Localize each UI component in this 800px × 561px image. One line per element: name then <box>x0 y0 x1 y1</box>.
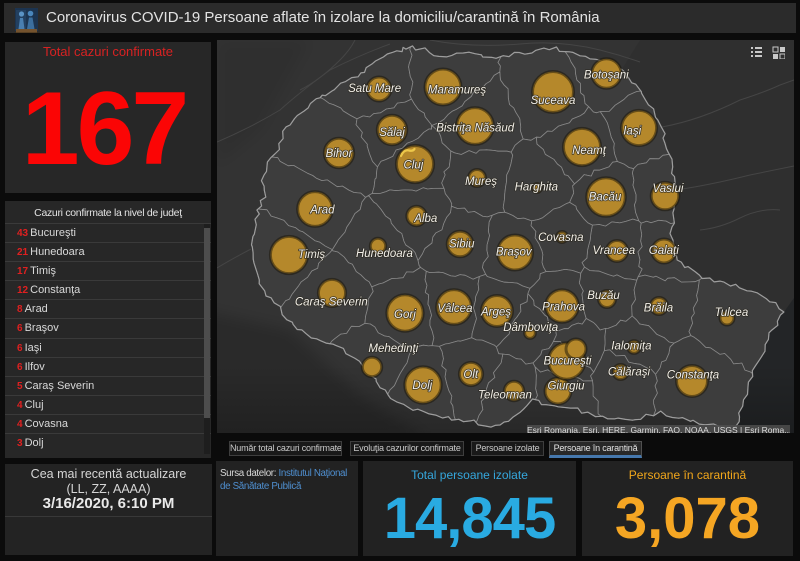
svg-text:Hunedoara: Hunedoara <box>356 248 413 260</box>
svg-text:Teleorman: Teleorman <box>478 390 532 402</box>
svg-text:Cluj: Cluj <box>403 159 423 171</box>
svg-text:Iaşi: Iaşi <box>623 125 641 137</box>
svg-text:Sălaj: Sălaj <box>379 127 405 139</box>
svg-text:Caraş Severin: Caraş Severin <box>295 297 368 309</box>
svg-text:Neamţ: Neamţ <box>572 145 607 157</box>
svg-text:Bucureşti: Bucureşti <box>544 356 592 368</box>
svg-text:Timiş: Timiş <box>298 249 326 261</box>
svg-text:Tulcea: Tulcea <box>715 307 749 319</box>
svg-text:Covasna: Covasna <box>538 232 583 244</box>
svg-text:Mehedinţi: Mehedinţi <box>368 343 418 355</box>
svg-text:Dolj: Dolj <box>412 380 432 392</box>
svg-text:Prahova: Prahova <box>542 302 585 314</box>
svg-text:Galaţi: Galaţi <box>649 245 679 257</box>
svg-text:Argeş: Argeş <box>480 306 511 318</box>
svg-text:Bihor: Bihor <box>326 148 354 160</box>
svg-text:Suceava: Suceava <box>531 95 576 107</box>
svg-text:Buzău: Buzău <box>587 290 620 302</box>
svg-text:Vrancea: Vrancea <box>592 245 635 257</box>
svg-text:Dâmboviţa: Dâmboviţa <box>503 322 558 334</box>
svg-text:Arad: Arad <box>309 204 335 216</box>
svg-text:Sibiu: Sibiu <box>449 239 475 251</box>
svg-text:Satu Mare: Satu Mare <box>348 83 401 95</box>
svg-text:Braşov: Braşov <box>496 246 533 258</box>
svg-text:Bacău: Bacău <box>589 191 622 203</box>
svg-text:Brăila: Brăila <box>644 303 673 315</box>
svg-text:Alba: Alba <box>413 213 437 225</box>
svg-text:Olt: Olt <box>463 369 479 381</box>
svg-text:Constanţa: Constanţa <box>667 370 719 382</box>
svg-text:Mureş: Mureş <box>465 176 497 188</box>
svg-text:Harghita: Harghita <box>515 182 558 194</box>
svg-text:Giurgiu: Giurgiu <box>547 381 585 393</box>
svg-text:Vaslui: Vaslui <box>653 183 684 195</box>
svg-text:Vâlcea: Vâlcea <box>437 303 472 315</box>
svg-text:Botoşani: Botoşani <box>584 69 629 81</box>
svg-text:Ialomiţa: Ialomiţa <box>611 341 651 353</box>
svg-text:Bistriţa Năsăud: Bistriţa Năsăud <box>436 123 515 135</box>
svg-text:Gorj: Gorj <box>394 309 416 321</box>
svg-text:Călăraşi: Călăraşi <box>608 367 651 379</box>
svg-text:Maramureş: Maramureş <box>428 85 486 97</box>
